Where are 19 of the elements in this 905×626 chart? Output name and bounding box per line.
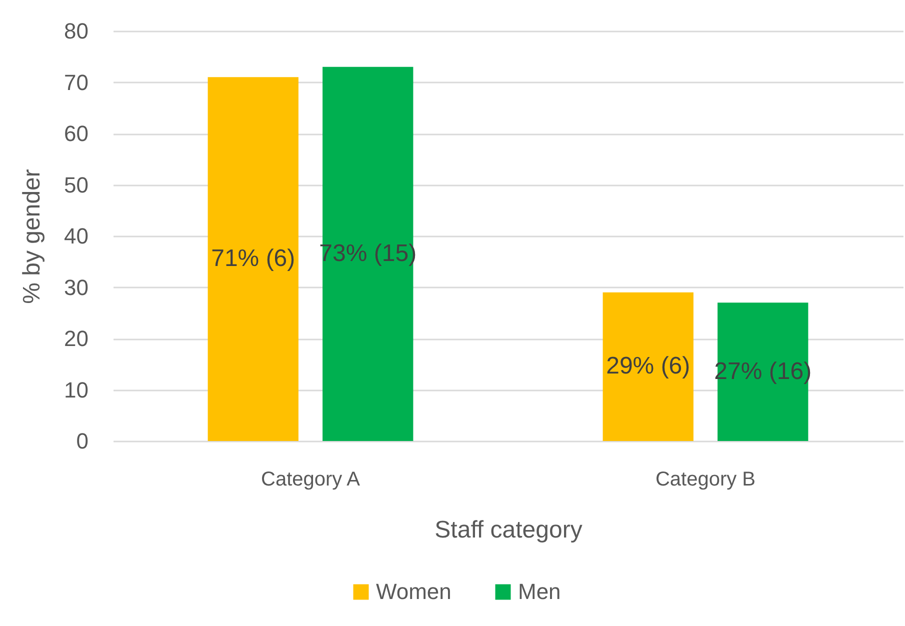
bar <box>208 77 298 441</box>
y-tick-label: 70 <box>64 70 88 95</box>
y-tick-label: 80 <box>64 18 88 44</box>
y-tick-label: 60 <box>64 121 88 146</box>
legend-label: Women <box>376 579 452 604</box>
x-axis-title: Staff category <box>434 516 582 544</box>
y-tick-label: 0 <box>76 428 88 454</box>
data-label: 29% (6) <box>606 352 690 380</box>
bar <box>602 292 694 441</box>
data-label: 71% (6) <box>211 245 296 272</box>
y-tick-label: 30 <box>64 274 88 300</box>
y-tick-label: 40 <box>64 224 88 248</box>
y-tick-label: 50 <box>64 172 88 198</box>
y-axis-title: % by gender <box>18 169 46 304</box>
x-tick-label: Category B <box>655 468 756 490</box>
y-tick-label: 20 <box>64 326 88 351</box>
x-tick-label: Category A <box>261 468 361 490</box>
y-tick-label: 10 <box>64 377 88 402</box>
legend-label: Men <box>518 579 561 604</box>
